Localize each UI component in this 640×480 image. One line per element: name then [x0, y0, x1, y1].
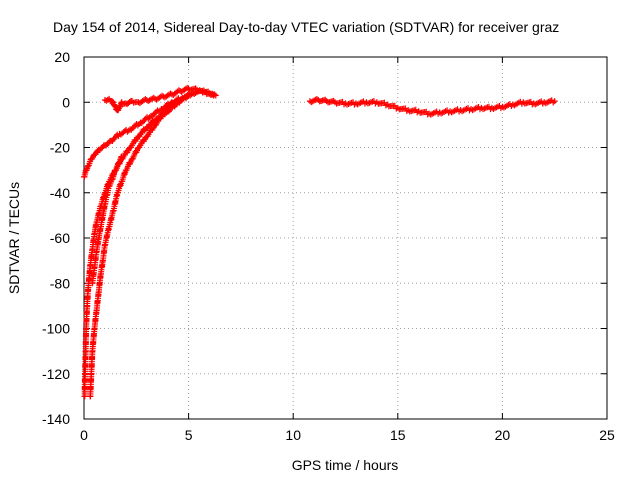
- data-point: [128, 157, 135, 164]
- data-point: [109, 98, 116, 105]
- data-point: [192, 85, 199, 92]
- grid: [84, 57, 607, 419]
- y-tick-label: -60: [50, 230, 70, 246]
- data-point: [118, 154, 125, 161]
- data-point: [167, 100, 174, 107]
- data-point: [322, 96, 329, 103]
- x-tick-label: 20: [495, 427, 511, 443]
- data-points: [81, 84, 558, 400]
- y-tick-label: -20: [50, 140, 70, 156]
- y-tick-label: 20: [54, 49, 70, 65]
- y-tick-label: -100: [42, 321, 70, 337]
- series-arc-6: [306, 95, 558, 118]
- series-arc-5: [101, 84, 217, 114]
- x-axis-label: GPS time / hours: [292, 457, 399, 473]
- x-tick-label: 0: [80, 427, 88, 443]
- x-tick-label: 25: [599, 427, 615, 443]
- data-point: [185, 92, 192, 99]
- x-tick-labels: 0 5 10 15 20 25: [80, 427, 615, 443]
- data-point: [551, 98, 558, 105]
- data-point: [168, 99, 175, 106]
- x-tick-label: 10: [285, 427, 301, 443]
- y-tick-label: -120: [42, 366, 70, 382]
- data-point: [125, 127, 132, 134]
- data-point: [108, 176, 115, 183]
- x-tick-label: 15: [390, 427, 406, 443]
- data-point: [210, 92, 217, 99]
- y-tick-label: -80: [50, 275, 70, 291]
- chart-title: Day 154 of 2014, Sidereal Day-to-day VTE…: [53, 19, 559, 35]
- y-tick-label: -40: [50, 185, 70, 201]
- y-tick-label: 0: [62, 94, 70, 110]
- series-arc-4: [89, 153, 125, 287]
- series-arc-3: [87, 99, 175, 400]
- y-axis-label: SDTVAR / TECUs: [6, 182, 22, 294]
- y-tick-labels: 20 0 -20 -40 -60 -80 -100 -120 -140: [42, 49, 70, 427]
- data-point: [330, 97, 337, 104]
- data-point: [118, 153, 125, 160]
- y-tick-label: -140: [42, 411, 70, 427]
- x-tick-label: 5: [185, 427, 193, 443]
